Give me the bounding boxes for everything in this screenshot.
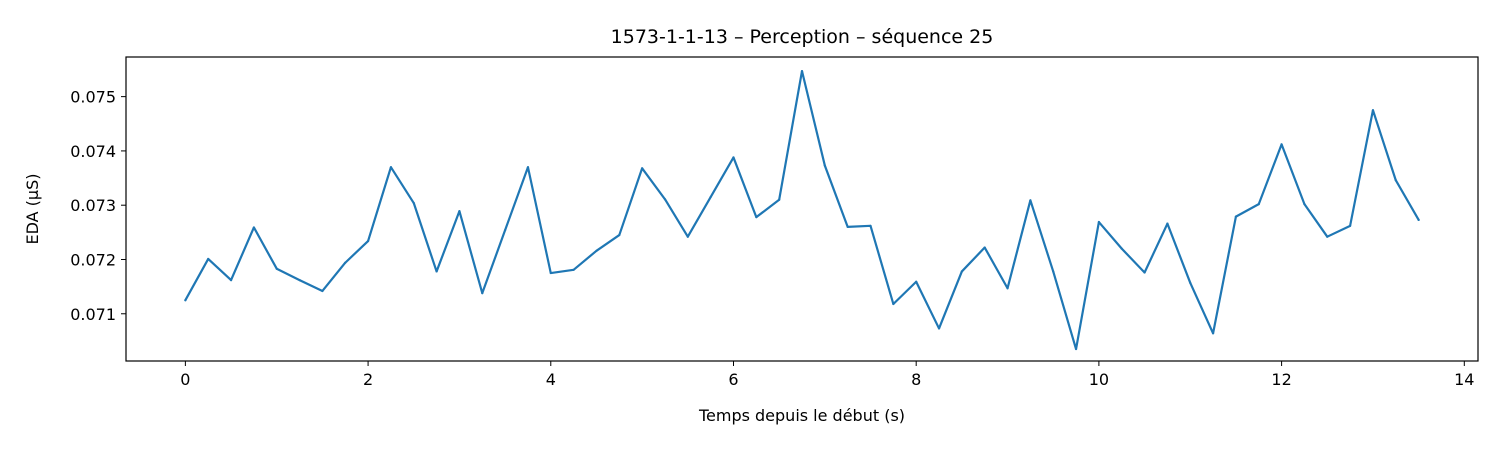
data-point [641, 167, 644, 170]
data-point [595, 249, 598, 252]
y-tick-label: 0.071 [70, 305, 116, 324]
data-point [435, 270, 438, 273]
data-point [207, 257, 210, 261]
data-point [663, 198, 667, 201]
data-point [1029, 199, 1032, 202]
data-point [1143, 271, 1146, 274]
x-tick-label: 6 [728, 370, 738, 389]
data-point [504, 229, 507, 232]
y-tick-label: 0.075 [70, 88, 116, 107]
data-point [1166, 222, 1169, 225]
data-point [298, 279, 301, 282]
data-point [1211, 332, 1215, 335]
data-point [1303, 203, 1306, 206]
data-point [869, 224, 872, 227]
data-point [732, 156, 735, 159]
y-axis-label: EDA (µS) [23, 174, 42, 245]
chart-title: 1573-1-1-13 – Perception – séquence 25 [611, 26, 994, 48]
data-point [800, 70, 804, 73]
data-point [892, 302, 895, 306]
y-tick-label: 0.074 [70, 142, 116, 161]
data-point [252, 226, 255, 229]
data-point [823, 164, 826, 167]
data-point [1052, 270, 1055, 273]
y-tick-label: 0.072 [70, 250, 116, 269]
x-tick-label: 12 [1271, 370, 1291, 389]
data-point [481, 292, 484, 295]
x-tick-label: 8 [911, 370, 921, 389]
data-point [184, 299, 187, 302]
data-point [960, 270, 963, 273]
data-point [937, 327, 941, 330]
x-tick-label: 2 [363, 370, 373, 389]
data-point [1326, 235, 1329, 238]
data-point [915, 280, 918, 283]
y-tick-label: 0.073 [70, 196, 116, 215]
y-axis: 0.071 0.072 0.073 0.074 0.075 [70, 88, 126, 324]
x-tick-label: 0 [180, 370, 190, 389]
data-point [1280, 143, 1283, 146]
x-tick-label: 10 [1089, 370, 1109, 389]
data-point [1371, 109, 1375, 112]
data-point [1394, 179, 1397, 182]
data-point [686, 235, 689, 238]
data-point [549, 271, 552, 275]
data-point [366, 239, 370, 243]
series-line [184, 70, 1420, 351]
x-tick-label: 14 [1454, 370, 1474, 389]
plot-frame [125, 56, 1479, 362]
data-point [1006, 287, 1009, 290]
x-axis-label: Temps depuis le début (s) [698, 406, 905, 425]
data-point [1349, 224, 1352, 227]
data-point [755, 216, 758, 219]
data-point [1417, 218, 1420, 221]
data-point [458, 210, 461, 213]
data-point [572, 268, 575, 271]
data-point [618, 233, 621, 237]
plot-series [184, 70, 1420, 351]
data-point [1097, 220, 1100, 224]
data-point [229, 279, 233, 282]
data-point [1120, 247, 1123, 250]
data-point [1257, 203, 1260, 206]
data-point [344, 261, 347, 264]
data-point [1074, 347, 1078, 351]
data-point [778, 198, 781, 201]
data-point [412, 201, 415, 205]
x-axis: 0 2 4 6 8 10 12 14 [180, 361, 1474, 389]
data-point [846, 225, 849, 229]
data-point [526, 166, 530, 169]
data-point [1189, 281, 1192, 284]
data-point [709, 195, 712, 199]
data-point [389, 166, 393, 169]
data-point [321, 289, 324, 293]
data-point [983, 246, 986, 249]
data-point [1234, 215, 1238, 218]
data-point [275, 267, 278, 270]
x-tick-label: 4 [546, 370, 556, 389]
